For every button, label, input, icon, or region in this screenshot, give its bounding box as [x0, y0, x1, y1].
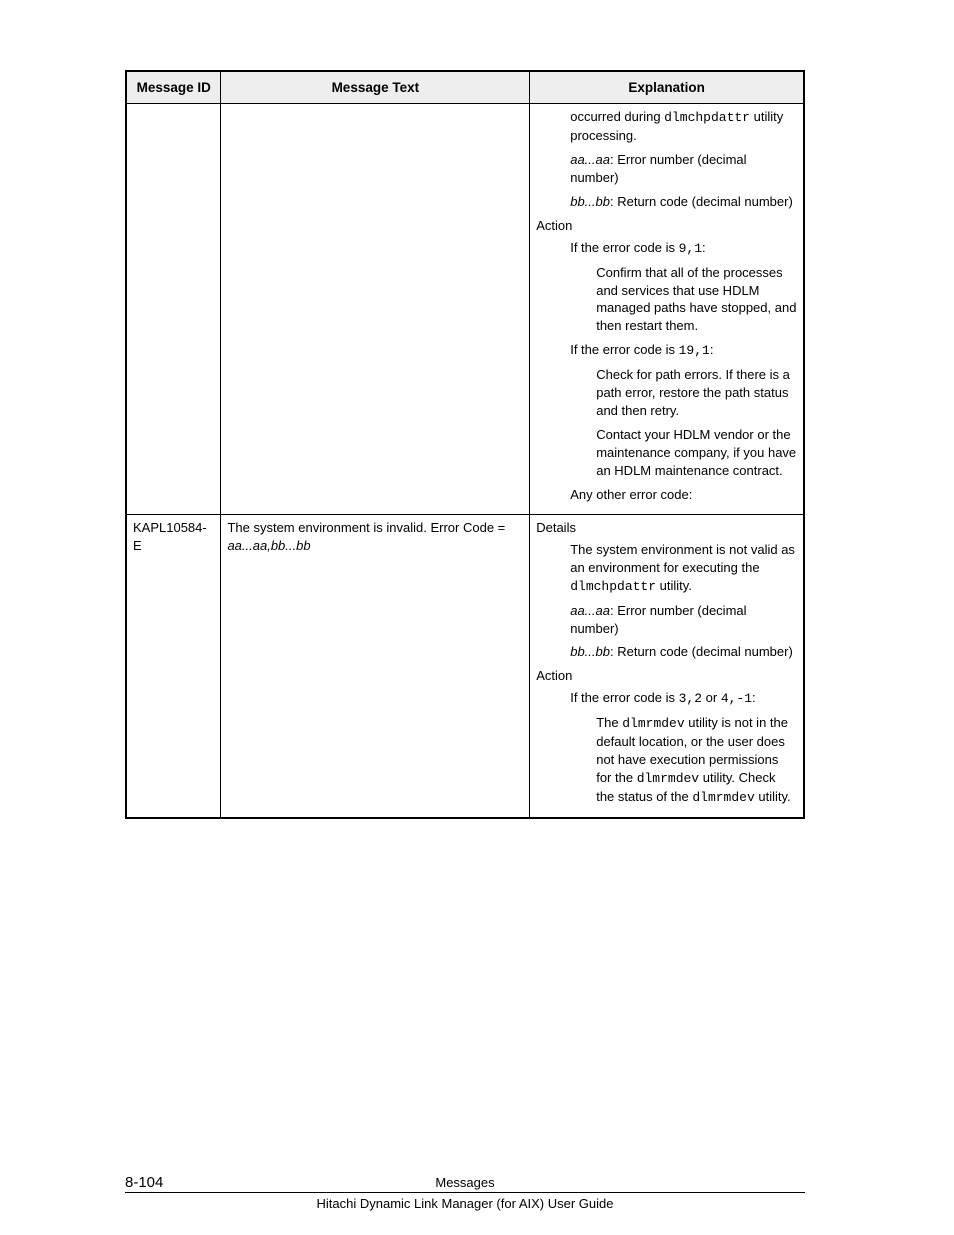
code-text: dlmrmdev — [692, 790, 754, 805]
text: The system environment is invalid. Error… — [227, 520, 505, 535]
action-sub-paragraph: Check for path errors. If there is a pat… — [596, 366, 797, 420]
italic-text: aa...aa — [570, 603, 610, 618]
italic-text: aa...aa — [570, 152, 610, 167]
code-text: 9,1 — [679, 241, 702, 256]
text: If the error code is — [570, 342, 678, 357]
italic-text: bb...bb — [570, 644, 610, 659]
text: utility. — [656, 578, 692, 593]
detail-paragraph: bb...bb: Return code (decimal number) — [570, 643, 797, 661]
text: : — [752, 690, 756, 705]
action-sub-paragraph: The dlmrmdev utility is not in the defau… — [596, 714, 797, 807]
text: utility. — [755, 789, 791, 804]
table-row: KAPL10584-E The system environment is in… — [126, 514, 804, 818]
code-text: dlmrmdev — [622, 716, 684, 731]
action-sub-paragraph: Confirm that all of the processes and se… — [596, 264, 797, 336]
detail-paragraph: aa...aa: Error number (decimal number) — [570, 602, 797, 638]
table-header-row: Message ID Message Text Explanation — [126, 71, 804, 104]
table-row: occurred during dlmchpdattr utility proc… — [126, 104, 804, 515]
text: If the error code is — [570, 240, 678, 255]
action-heading: Action — [536, 667, 797, 685]
code-text: 19,1 — [679, 343, 710, 358]
text: occurred during — [570, 109, 664, 124]
text: : — [710, 342, 714, 357]
page: Message ID Message Text Explanation occu… — [0, 0, 954, 1235]
code-text: 3,2 — [679, 691, 702, 706]
code-text: dlmrmdev — [637, 771, 699, 786]
code-text: dlmchpdattr — [570, 579, 656, 594]
action-paragraph: If the error code is 19,1: — [570, 341, 797, 360]
action-paragraph: If the error code is 3,2 or 4,-1: — [570, 689, 797, 708]
messages-table: Message ID Message Text Explanation occu… — [125, 70, 805, 819]
footer-section-title: Messages — [125, 1175, 805, 1193]
page-footer: 8-104 Messages Hitachi Dynamic Link Mana… — [125, 1175, 805, 1211]
action-sub-paragraph: Contact your HDLM vendor or the maintena… — [596, 426, 797, 480]
text: : Return code (decimal number) — [610, 194, 793, 209]
cell-message-id: KAPL10584-E — [126, 514, 221, 818]
text: : — [702, 240, 706, 255]
col-header-text: Message Text — [221, 71, 530, 104]
text: The system environment is not valid as a… — [570, 542, 795, 575]
col-header-exp: Explanation — [530, 71, 804, 104]
cell-explanation: occurred during dlmchpdattr utility proc… — [530, 104, 804, 515]
detail-paragraph: bb...bb: Return code (decimal number) — [570, 193, 797, 211]
text: : Return code (decimal number) — [610, 644, 793, 659]
text: If the error code is — [570, 690, 678, 705]
text: or — [702, 690, 721, 705]
detail-paragraph: aa...aa: Error number (decimal number) — [570, 151, 797, 187]
italic-text: bb...bb — [570, 194, 610, 209]
italic-text: aa...aa,bb...bb — [227, 538, 310, 553]
details-heading: Details — [536, 519, 797, 537]
cell-message-text — [221, 104, 530, 515]
code-text: 4,-1 — [721, 691, 752, 706]
footer-doc-title: Hitachi Dynamic Link Manager (for AIX) U… — [125, 1193, 805, 1211]
detail-paragraph: The system environment is not valid as a… — [570, 541, 797, 596]
text: The — [596, 715, 622, 730]
cell-message-id — [126, 104, 221, 515]
action-paragraph: Any other error code: — [570, 486, 797, 504]
cell-explanation: Details The system environment is not va… — [530, 514, 804, 818]
col-header-id: Message ID — [126, 71, 221, 104]
cell-message-text: The system environment is invalid. Error… — [221, 514, 530, 818]
page-number: 8-104 — [125, 1174, 163, 1191]
action-heading: Action — [536, 217, 797, 235]
detail-paragraph: occurred during dlmchpdattr utility proc… — [570, 108, 797, 145]
action-paragraph: If the error code is 9,1: — [570, 239, 797, 258]
code-text: dlmchpdattr — [664, 110, 750, 125]
